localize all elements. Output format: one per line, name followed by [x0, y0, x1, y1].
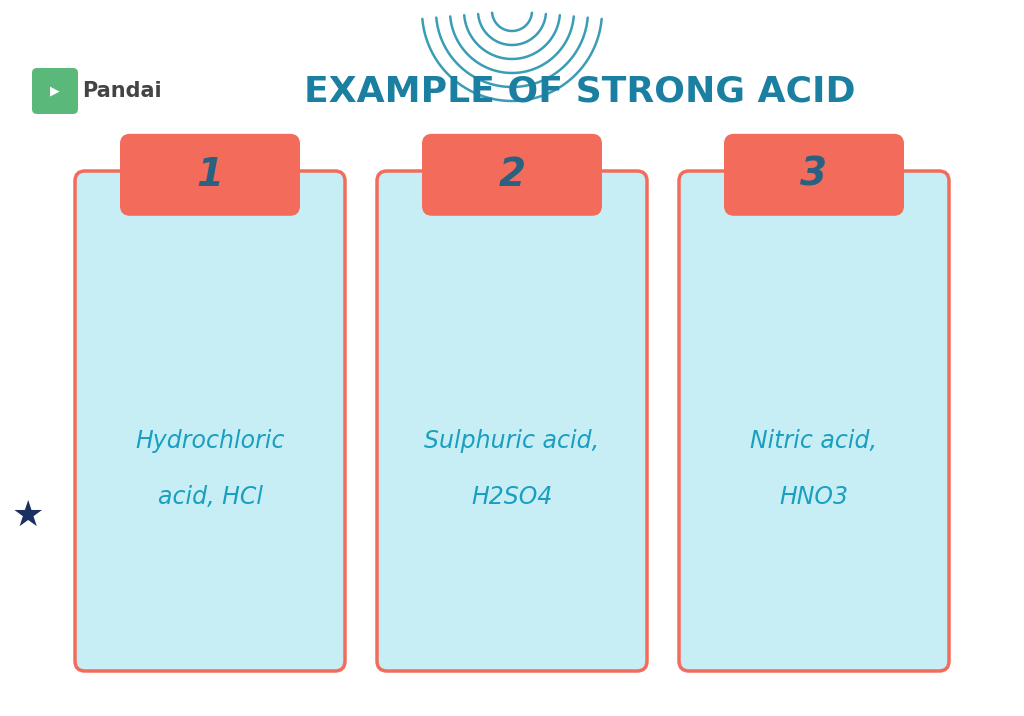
Text: H2SO4: H2SO4	[471, 485, 553, 509]
FancyBboxPatch shape	[679, 171, 949, 671]
Text: ★: ★	[12, 499, 44, 533]
Text: HNO3: HNO3	[779, 485, 849, 509]
Text: 2: 2	[499, 156, 525, 194]
FancyBboxPatch shape	[75, 171, 345, 671]
Text: Sulphuric acid,: Sulphuric acid,	[424, 429, 600, 453]
FancyBboxPatch shape	[377, 171, 647, 671]
FancyBboxPatch shape	[422, 134, 602, 216]
FancyBboxPatch shape	[120, 134, 300, 216]
FancyBboxPatch shape	[32, 68, 78, 114]
Text: Hydrochloric: Hydrochloric	[135, 429, 285, 453]
Text: acid, HCl: acid, HCl	[158, 485, 262, 509]
Text: 1: 1	[197, 156, 223, 194]
Text: Nitric acid,: Nitric acid,	[751, 429, 878, 453]
Text: ▶: ▶	[50, 84, 59, 97]
Text: Pandai: Pandai	[82, 81, 162, 101]
Text: 3: 3	[801, 156, 827, 194]
FancyBboxPatch shape	[724, 134, 904, 216]
Text: EXAMPLE OF STRONG ACID: EXAMPLE OF STRONG ACID	[304, 74, 856, 108]
